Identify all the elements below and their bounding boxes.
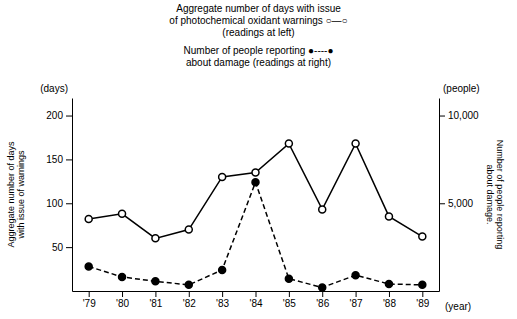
tick-label: '79 xyxy=(83,298,96,309)
tick-mark xyxy=(155,291,156,297)
point xyxy=(352,272,359,279)
tick-label: '87 xyxy=(350,298,363,309)
point xyxy=(252,169,259,176)
tick-mark xyxy=(422,291,423,297)
tick: 50 xyxy=(52,242,72,253)
tick-label: 50 xyxy=(52,242,64,253)
point xyxy=(185,281,192,288)
tick-mark xyxy=(66,203,72,204)
plot: '79 '80 '81 '82 '83 '84 '85 '86 '87 '88 '89 50 100 15… xyxy=(46,99,479,310)
y2-axis: 5,000 10,000 xyxy=(439,99,479,292)
chart: '79 '80 '81 '82 '83 '84 '85 '86 '87 '88 '89 50 100 15… xyxy=(0,0,517,319)
tick-mark xyxy=(439,116,445,117)
tick-mark xyxy=(66,247,72,248)
legend-text: Aggregate number of days with issue xyxy=(176,3,341,14)
point xyxy=(285,140,292,147)
legend-text: (readings at left) xyxy=(222,27,294,38)
tick: '85 xyxy=(283,291,296,309)
point xyxy=(385,213,392,220)
tick: '86 xyxy=(316,291,329,309)
tick: '87 xyxy=(350,291,363,309)
tick: '84 xyxy=(249,291,262,309)
tick: 100 xyxy=(46,198,72,209)
tick: '82 xyxy=(183,291,196,309)
series-line xyxy=(89,182,423,287)
tick: 150 xyxy=(46,154,72,165)
series-line xyxy=(89,144,423,239)
tick-mark xyxy=(189,291,190,297)
tick: '80 xyxy=(116,291,129,309)
tick-mark xyxy=(289,291,290,297)
axis-line xyxy=(72,99,73,292)
tick-label: '88 xyxy=(383,298,396,309)
tick: '88 xyxy=(383,291,396,309)
tick-label: '86 xyxy=(316,298,329,309)
tick-label: '81 xyxy=(149,298,162,309)
x-axis: '79 '80 '81 '82 '83 '84 '85 '86 '87 '88 '89 xyxy=(73,291,440,309)
tick-label: 5,000 xyxy=(448,198,473,209)
tick-label: '85 xyxy=(283,298,296,309)
point xyxy=(185,226,192,233)
point xyxy=(219,266,226,273)
point xyxy=(419,281,426,288)
tick-label: 150 xyxy=(46,154,63,165)
tick-label: 200 xyxy=(46,110,63,121)
tick-mark xyxy=(122,291,123,297)
marks xyxy=(85,140,426,291)
tick-label: '83 xyxy=(216,298,229,309)
y2-label: Number of people reportingabout damage. xyxy=(485,140,505,250)
x-label: (year) xyxy=(445,301,471,312)
legend-text: about damage (readings at right) xyxy=(186,57,331,68)
tick-label: '82 xyxy=(183,298,196,309)
tick: '81 xyxy=(149,291,162,309)
tick-mark xyxy=(222,291,223,297)
tick: '83 xyxy=(216,291,229,309)
point xyxy=(219,173,226,180)
point xyxy=(319,206,326,213)
tick-label: '89 xyxy=(416,298,429,309)
point xyxy=(119,210,126,217)
point xyxy=(85,216,92,223)
point xyxy=(152,278,159,285)
point xyxy=(85,263,92,270)
tick: 5,000 xyxy=(439,198,473,209)
tick-mark xyxy=(322,291,323,297)
tick-mark xyxy=(66,159,72,160)
axis-line xyxy=(439,99,440,292)
legend-text: Number of people reporting ●----● xyxy=(184,45,334,56)
tick-label: 100 xyxy=(46,198,63,209)
tick: 200 xyxy=(46,110,72,121)
background xyxy=(0,0,517,319)
point xyxy=(152,235,159,242)
tick-mark xyxy=(389,291,390,297)
point xyxy=(419,233,426,240)
tick-mark xyxy=(256,291,257,297)
tick-mark xyxy=(356,291,357,297)
point xyxy=(352,140,359,147)
point xyxy=(319,284,326,291)
tick-label: 10,000 xyxy=(448,110,479,121)
tick-mark xyxy=(89,291,90,297)
tick-mark xyxy=(439,203,445,204)
legend-text: of photochemical oxidant warnings ○—○ xyxy=(169,15,347,26)
tick: 10,000 xyxy=(439,110,479,121)
tick-label: '84 xyxy=(249,298,262,309)
y-axis: 50 100 150 200 xyxy=(46,99,72,292)
texts: Aggregate number of days with issueof ph… xyxy=(6,3,505,312)
point xyxy=(285,275,292,282)
tick-mark xyxy=(66,116,72,117)
y2-unit: (people) xyxy=(443,83,480,94)
point xyxy=(252,179,259,186)
point xyxy=(119,273,126,280)
tick: '79 xyxy=(83,291,96,309)
y-label: Aggregate number of dayswith issue of wa… xyxy=(6,141,26,248)
tick-label: '80 xyxy=(116,298,129,309)
point xyxy=(385,280,392,287)
y-unit: (days) xyxy=(40,83,68,94)
tick: '89 xyxy=(416,291,429,309)
